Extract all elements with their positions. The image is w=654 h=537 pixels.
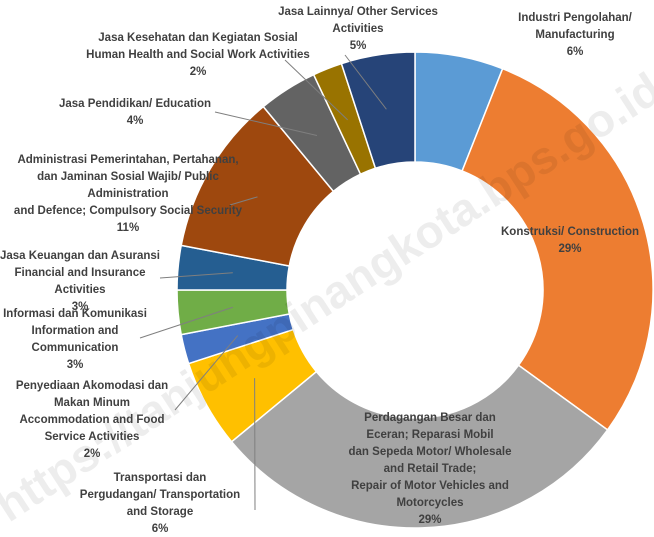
label-line: Accommodation and Food (19, 414, 164, 426)
category-label: Jasa Keuangan dan Asuransi Financial and … (0, 250, 160, 296)
label-line: Administration (87, 188, 168, 200)
leader-line (229, 196, 258, 206)
label-line: Repair of Motor Vehicles and (351, 480, 509, 492)
value-label: 4% (127, 115, 144, 127)
label-line: Information and (32, 325, 119, 337)
leader-line (284, 59, 348, 121)
label-line: Manufacturing (535, 29, 614, 41)
label-line: Activities (54, 284, 105, 296)
category-label: Jasa Pendidikan/ Education (59, 98, 211, 110)
value-label: 11% (117, 222, 139, 234)
label-line: and Storage (127, 506, 193, 518)
leader-line (139, 306, 233, 339)
label-line: Konstruksi/ Construction (501, 226, 639, 238)
label-line: Jasa Keuangan dan Asuransi (0, 250, 160, 262)
leader-line (174, 335, 239, 411)
category-label: Administrasi Pemerintahan, Pertahanan, da… (14, 154, 243, 217)
donut-segment (230, 364, 609, 529)
label-line: Motorcycles (396, 497, 463, 509)
category-label: Perdagangan Besar dan Eceran; Reparasi Mo… (349, 412, 512, 509)
label-line: Transportasi dan (114, 472, 207, 484)
leader-line (159, 272, 233, 279)
value-label: 3% (67, 359, 84, 371)
label-line: Industri Pengolahan/ (518, 12, 633, 24)
value-label: 29% (558, 243, 581, 255)
label-line: Administrasi Pemerintahan, Pertahanan, (17, 154, 238, 166)
donut-segment (461, 67, 654, 431)
value-label: 2% (190, 66, 207, 78)
label-line: Jasa Lainnya/ Other Services (278, 6, 438, 18)
label-line: Jasa Kesehatan dan Kegiatan Sosial (98, 32, 297, 44)
value-label: 6% (152, 523, 169, 535)
value-label: 3% (72, 301, 89, 313)
label-line: Pergudangan/ Transportation (80, 489, 240, 501)
label-line: dan Sepeda Motor/ Wholesale (349, 446, 512, 458)
donut-segment (340, 51, 416, 170)
label-line: Service Activities (45, 431, 140, 443)
label-line: dan Jaminan Sosial Wajib/ Public (37, 171, 219, 183)
leader-line (214, 111, 318, 136)
label-line: and Defence; Compulsory Social Security (14, 205, 243, 217)
category-label: Industri Pengolahan/Manufacturing (518, 12, 633, 41)
category-label: Informasi dan Komunikasi Information and C… (3, 308, 147, 354)
value-label: 6% (567, 46, 584, 58)
label-line: Communication (32, 342, 119, 354)
category-label: Transportasi dan Pergudangan/ Transportat… (80, 472, 240, 518)
category-label: Jasa Kesehatan dan Kegiatan Sosial Human … (86, 32, 310, 61)
leader-line (344, 54, 387, 110)
category-label: Konstruksi/ Construction (501, 226, 639, 238)
label-line: Financial and Insurance (14, 267, 145, 279)
category-label: Penyediaan Akomodasi dan Makan Minum Accom… (16, 380, 168, 443)
label-line: Perdagangan Besar dan (364, 412, 496, 424)
label-line: Informasi dan Komunikasi (3, 308, 147, 320)
value-label: 29% (418, 514, 441, 526)
label-line: Activities (332, 23, 383, 35)
value-label: 2% (84, 448, 101, 460)
category-label: Jasa Lainnya/ Other Services Activities (278, 6, 438, 35)
label-line: Makan Minum (54, 397, 130, 409)
label-line: and Retail Trade; (384, 463, 477, 475)
label-line: Penyediaan Akomodasi dan (16, 380, 168, 392)
label-line: Human Health and Social Work Activities (86, 49, 310, 61)
label-line: Eceran; Reparasi Mobil (366, 429, 493, 441)
value-label: 5% (350, 40, 367, 52)
label-line: Jasa Pendidikan/ Education (59, 98, 211, 110)
